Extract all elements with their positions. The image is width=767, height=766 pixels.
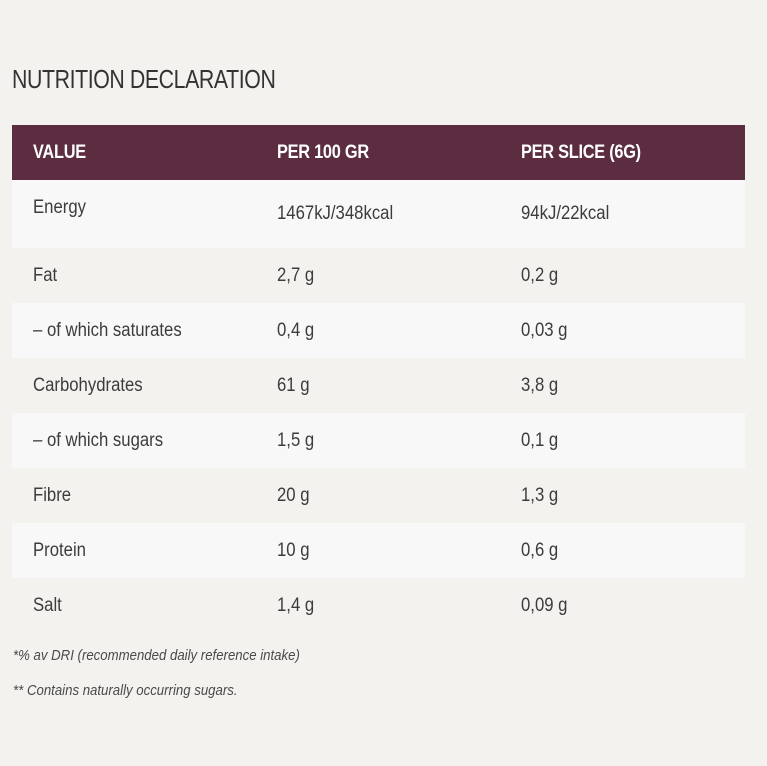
table-row-energy: Energy 1467kJ/348kcal 94kJ/22kcal: [12, 180, 745, 248]
table-row-fibre: Fibre 20 g 1,3 g: [12, 468, 745, 523]
column-header-value: VALUE: [33, 142, 86, 163]
row-label: – of which sugars: [33, 430, 164, 451]
row-per-slice-value: 3,8 g: [521, 375, 559, 396]
row-per-slice-value: 0,6 g: [521, 540, 559, 561]
table-row-protein: Protein 10 g 0,6 g: [12, 523, 745, 578]
table-row-salt: Salt 1,4 g 0,09 g: [12, 578, 745, 633]
row-per-100-value: 1467kJ/348kcal: [277, 203, 394, 224]
row-per-slice-value: 0,09 g: [521, 595, 568, 616]
table-row-carbohydrates: Carbohydrates 61 g 3,8 g: [12, 358, 745, 413]
row-per-slice-value: 0,03 g: [521, 320, 568, 341]
nutrition-table: VALUE PER 100 GR PER SLICE (6G) Energy 1…: [12, 125, 745, 633]
table-row-fat: Fat 2,7 g 0,2 g: [12, 248, 745, 303]
row-per-slice-value: 0,1 g: [521, 430, 559, 451]
row-label: Fat: [33, 265, 58, 286]
row-per-100-value: 2,7 g: [277, 265, 315, 286]
row-per-100-value: 1,5 g: [277, 430, 315, 451]
row-per-slice-value: 1,3 g: [521, 485, 559, 506]
row-per-100-value: 61 g: [277, 375, 310, 396]
row-label: Fibre: [33, 485, 72, 506]
row-label: – of which saturates: [33, 320, 182, 341]
row-per-100-value: 10 g: [277, 540, 310, 561]
row-per-slice-value: 0,2 g: [521, 265, 559, 286]
row-label: Energy: [33, 197, 86, 218]
table-header: VALUE PER 100 GR PER SLICE (6G): [12, 125, 745, 180]
row-per-100-value: 1,4 g: [277, 595, 315, 616]
row-label: Salt: [33, 595, 62, 616]
footnote-sugars: ** Contains naturally occurring sugars.: [13, 682, 238, 699]
row-label: Carbohydrates: [33, 375, 143, 396]
row-per-100-value: 20 g: [277, 485, 310, 506]
table-row-saturates: – of which saturates 0,4 g 0,03 g: [12, 303, 745, 358]
row-per-slice-value: 94kJ/22kcal: [521, 203, 610, 224]
footnote-dri: *% av DRI (recommended daily reference i…: [13, 647, 300, 664]
table-row-sugars: – of which sugars 1,5 g 0,1 g: [12, 413, 745, 468]
column-header-per-slice: PER SLICE (6G): [521, 142, 641, 163]
page-title: NUTRITION DECLARATION: [12, 64, 276, 94]
row-label: Protein: [33, 540, 86, 561]
column-header-per-100-gr: PER 100 GR: [277, 142, 369, 163]
row-per-100-value: 0,4 g: [277, 320, 315, 341]
